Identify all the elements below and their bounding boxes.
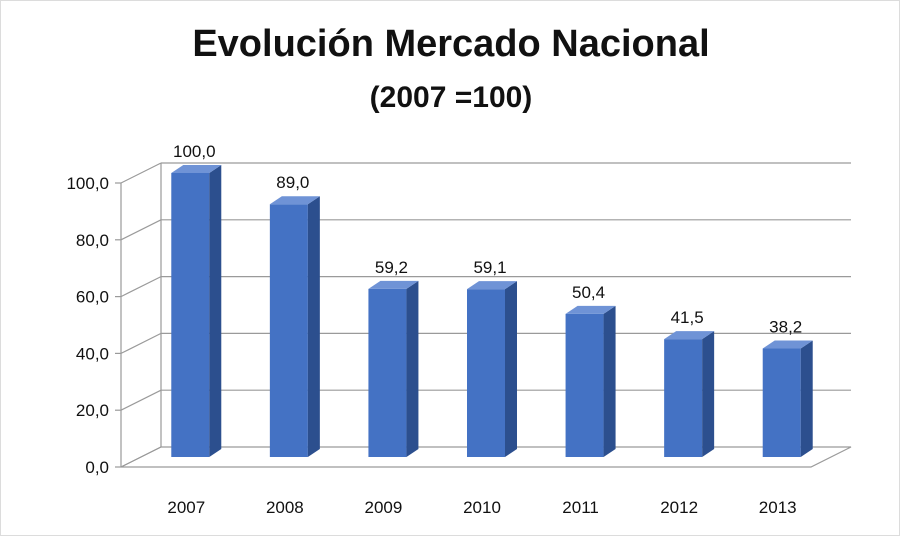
data-labels: 100,0 89,0 59,2 59,1 50,4 41,5 38,2 bbox=[173, 142, 802, 337]
bar-2010 bbox=[467, 289, 505, 457]
data-label: 50,4 bbox=[572, 283, 605, 302]
gridline-wall bbox=[120, 332, 162, 354]
bar-side-2011 bbox=[603, 305, 616, 457]
bar-side-2008 bbox=[307, 196, 320, 458]
y-tick-label: 40,0 bbox=[76, 344, 109, 363]
y-tick-label: 80,0 bbox=[76, 231, 109, 250]
bar-2011 bbox=[565, 313, 604, 457]
bar-2007 bbox=[171, 173, 210, 457]
bar-2013 bbox=[762, 348, 801, 457]
y-tick-label: 100,0 bbox=[66, 174, 109, 193]
data-label: 38,2 bbox=[769, 318, 802, 337]
data-label: 100,0 bbox=[173, 142, 216, 161]
floor bbox=[120, 446, 852, 468]
chart-title: Evolución Mercado Nacional bbox=[192, 23, 710, 65]
bar-side-2013 bbox=[800, 340, 813, 457]
y-tick-label: 60,0 bbox=[76, 288, 109, 307]
bar-top-2010 bbox=[467, 281, 517, 290]
x-tick-label: 2007 bbox=[167, 498, 205, 517]
bar-2008 bbox=[269, 204, 308, 457]
bar-top-2007 bbox=[171, 165, 222, 173]
x-tick-label: 2008 bbox=[266, 498, 304, 517]
chart-subtitle: (2007 =100) bbox=[369, 81, 533, 114]
x-tick-label: 2010 bbox=[463, 498, 501, 517]
bar-top-2008 bbox=[269, 196, 320, 205]
x-tick-label: 2011 bbox=[562, 498, 599, 517]
x-tick-label: 2012 bbox=[660, 498, 698, 517]
gridline-wall bbox=[120, 389, 162, 411]
gridline-wall bbox=[120, 276, 162, 298]
data-label: 41,5 bbox=[671, 308, 704, 327]
bar-2012 bbox=[664, 339, 703, 457]
bar-2009 bbox=[368, 288, 407, 457]
bar-top-2011 bbox=[565, 305, 616, 314]
bar-top-2013 bbox=[762, 340, 813, 349]
bar-top-2012 bbox=[664, 331, 715, 340]
x-axis-ticks: 2007 2008 2009 2010 2011 2012 2013 bbox=[167, 498, 796, 517]
x-tick-label: 2013 bbox=[759, 498, 797, 517]
y-tick-label: 20,0 bbox=[76, 401, 109, 420]
bar-top-2009 bbox=[368, 280, 419, 289]
bars bbox=[171, 165, 813, 458]
data-label: 59,1 bbox=[473, 258, 506, 277]
gridline-wall bbox=[120, 162, 162, 184]
gridline-wall bbox=[120, 219, 162, 241]
x-tick-label: 2009 bbox=[365, 498, 403, 517]
y-tick-label: 0,0 bbox=[85, 458, 109, 477]
data-label: 59,2 bbox=[375, 258, 408, 277]
bar-side-2007 bbox=[209, 165, 222, 457]
data-label: 89,0 bbox=[276, 173, 309, 192]
bar-side-2009 bbox=[406, 280, 419, 457]
y-axis-ticks: 0,0 20,0 40,0 60,0 80,0 100,0 bbox=[66, 174, 121, 477]
bar-side-2010 bbox=[505, 281, 517, 457]
bar-side-2012 bbox=[702, 331, 715, 457]
